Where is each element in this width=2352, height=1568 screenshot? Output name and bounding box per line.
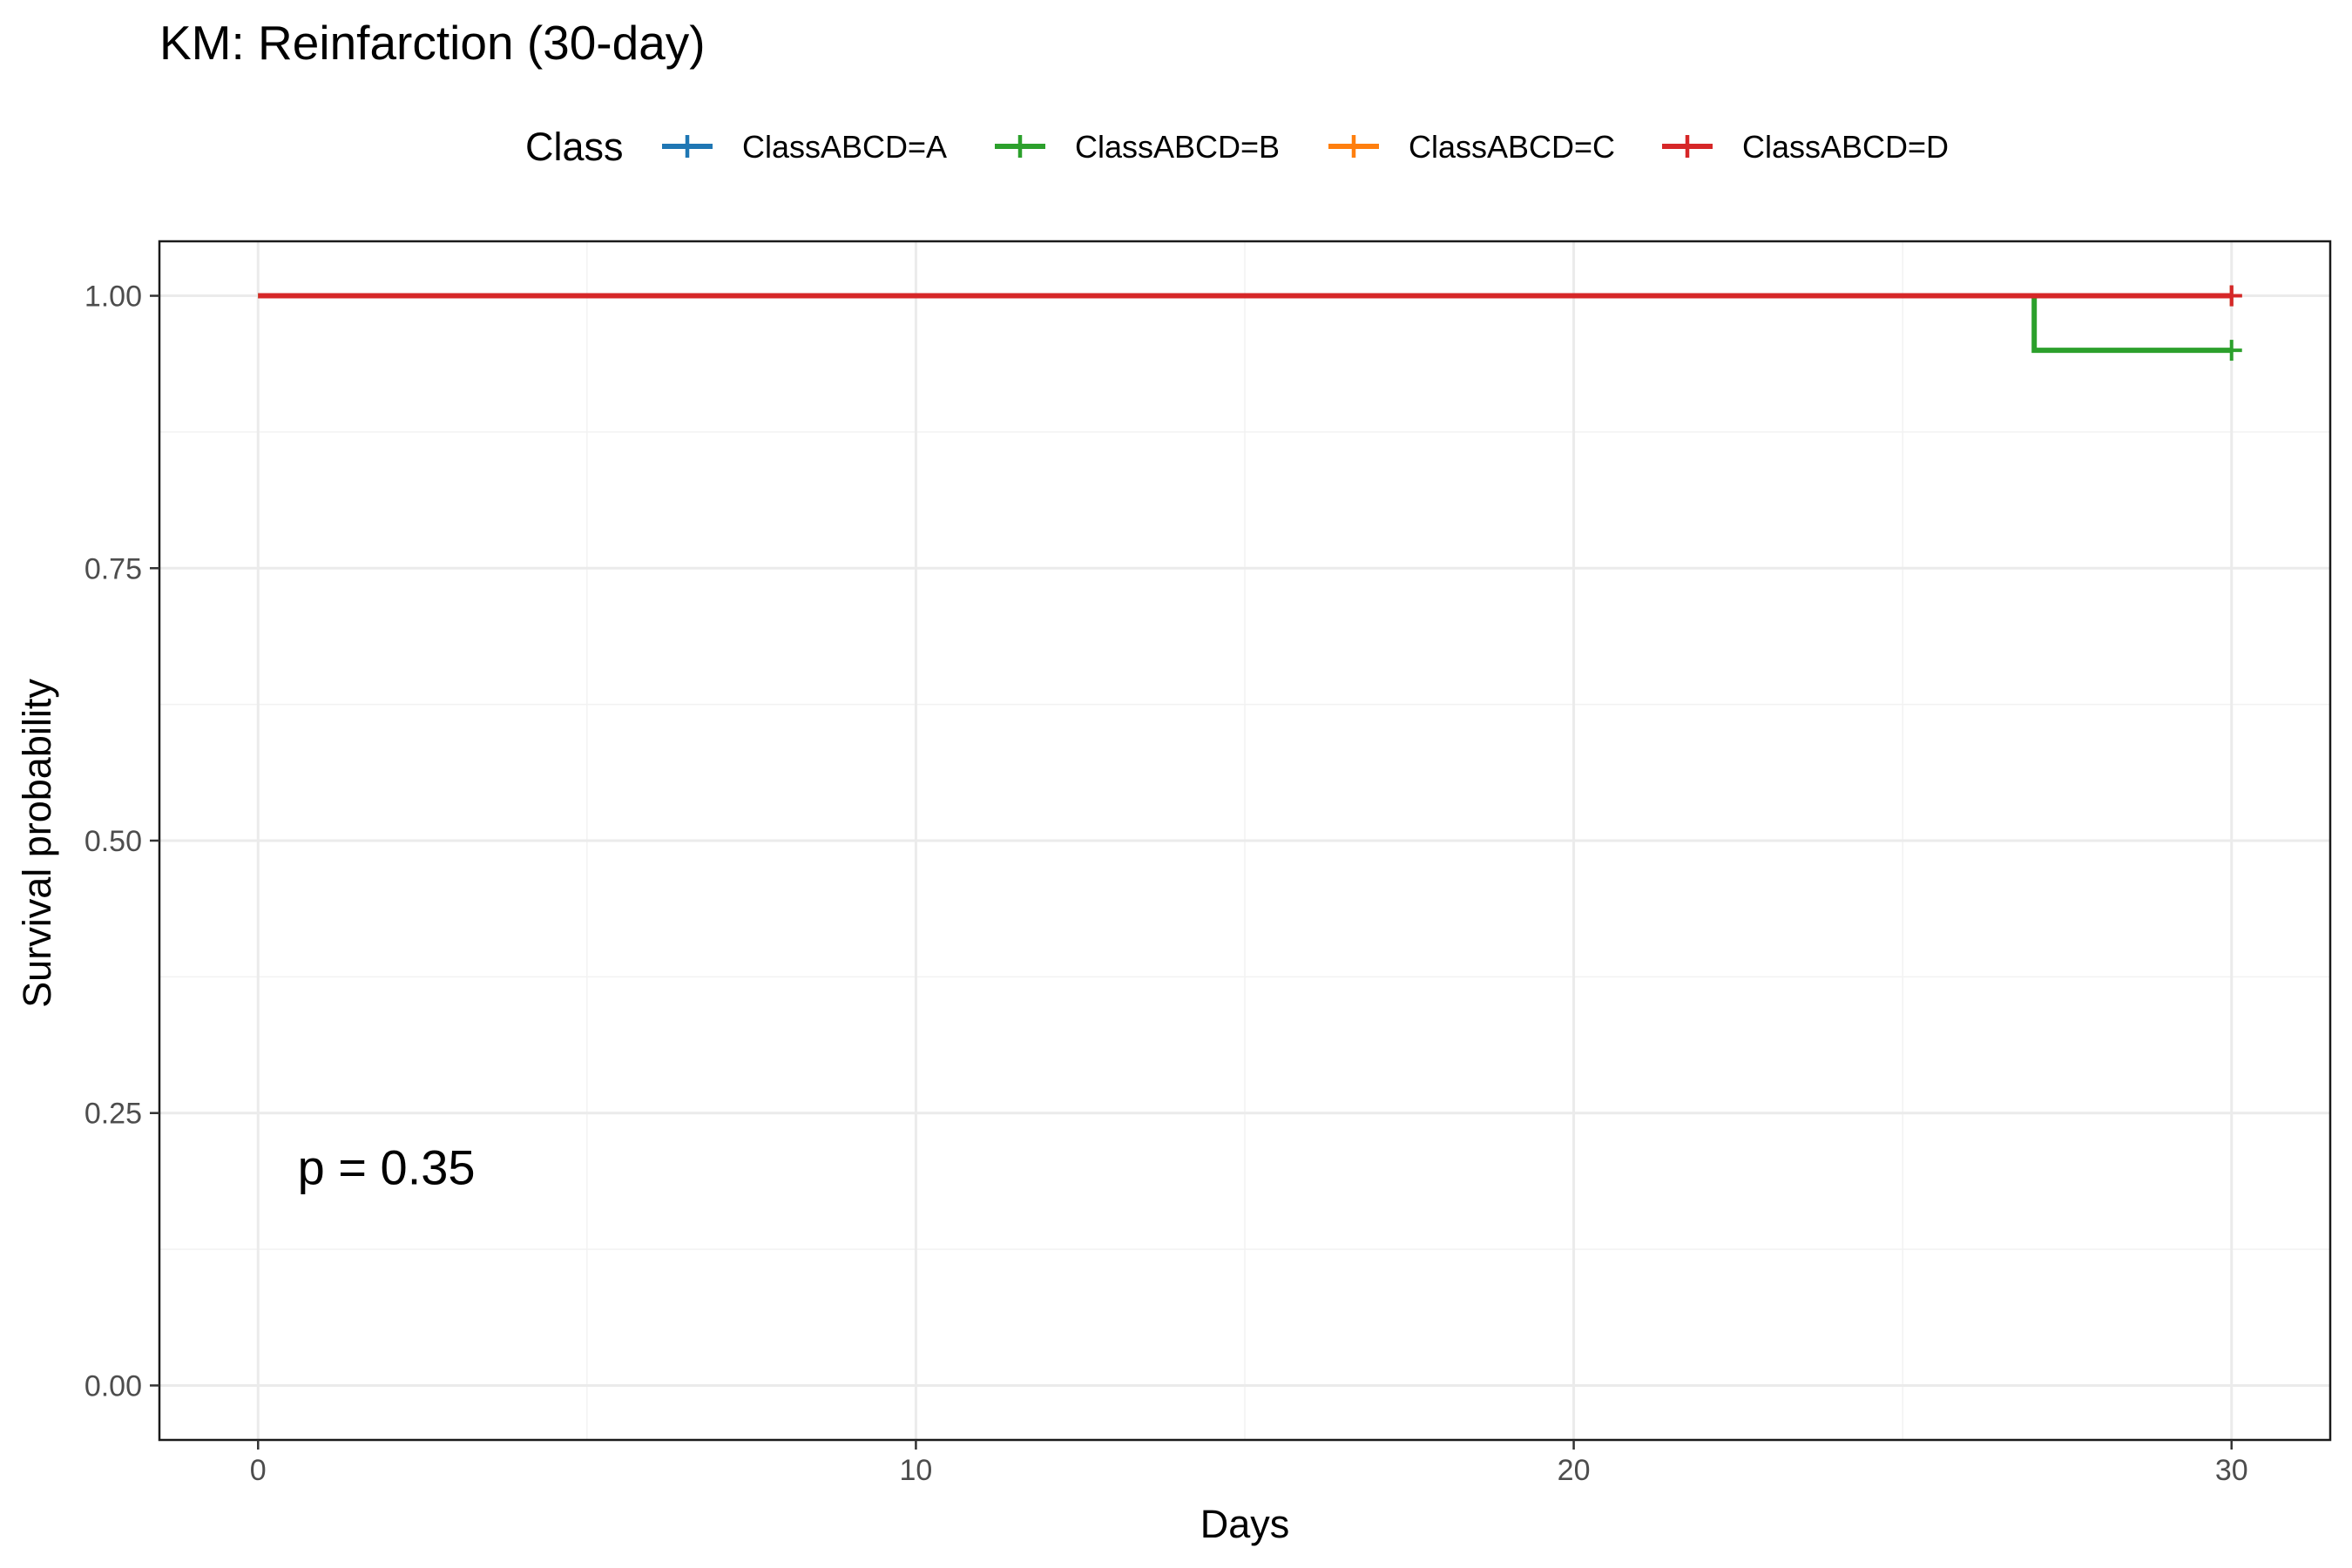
censor-mark-ClassABCD=D [2220, 285, 2242, 307]
censor-mark-ClassABCD=B [2220, 340, 2242, 362]
plot-area: 0 10 20 30 0.00 0.25 0.50 0.75 1.00 p = 0.35 [84, 240, 2332, 1487]
y-tick-label: 0.00 [84, 1369, 142, 1402]
x-tick-label: 30 [2215, 1454, 2248, 1487]
legend: Class ClassABCD=A ClassABCD=B ClassABCD=C C… [525, 125, 1949, 169]
y-axis-title: Survival probability [15, 679, 59, 1008]
y-tick-label: 1.00 [84, 280, 142, 314]
legend-label: ClassABCD=D [1742, 129, 1949, 165]
legend-label: ClassABCD=C [1409, 129, 1615, 165]
chart-title: KM: Reinfarction (30-day) [159, 16, 706, 70]
x-tick-label: 20 [1558, 1454, 1591, 1487]
y-tick-label: 0.25 [84, 1098, 142, 1131]
x-tick-label: 10 [900, 1454, 933, 1487]
x-axis-title: Days [1200, 1502, 1290, 1546]
legend-item: ClassABCD=D [1662, 129, 1949, 165]
x-tick-label: 0 [250, 1454, 267, 1487]
p-value-annotation: p = 0.35 [298, 1139, 476, 1194]
y-tick-label: 0.50 [84, 825, 142, 858]
legend-label: ClassABCD=B [1075, 129, 1280, 165]
legend-label: ClassABCD=A [742, 129, 947, 165]
legend-title: Class [525, 125, 624, 169]
y-tick-label: 0.75 [84, 552, 142, 585]
legend-item: ClassABCD=A [662, 129, 947, 165]
legend-item: ClassABCD=B [995, 129, 1280, 165]
legend-item: ClassABCD=C [1328, 129, 1615, 165]
